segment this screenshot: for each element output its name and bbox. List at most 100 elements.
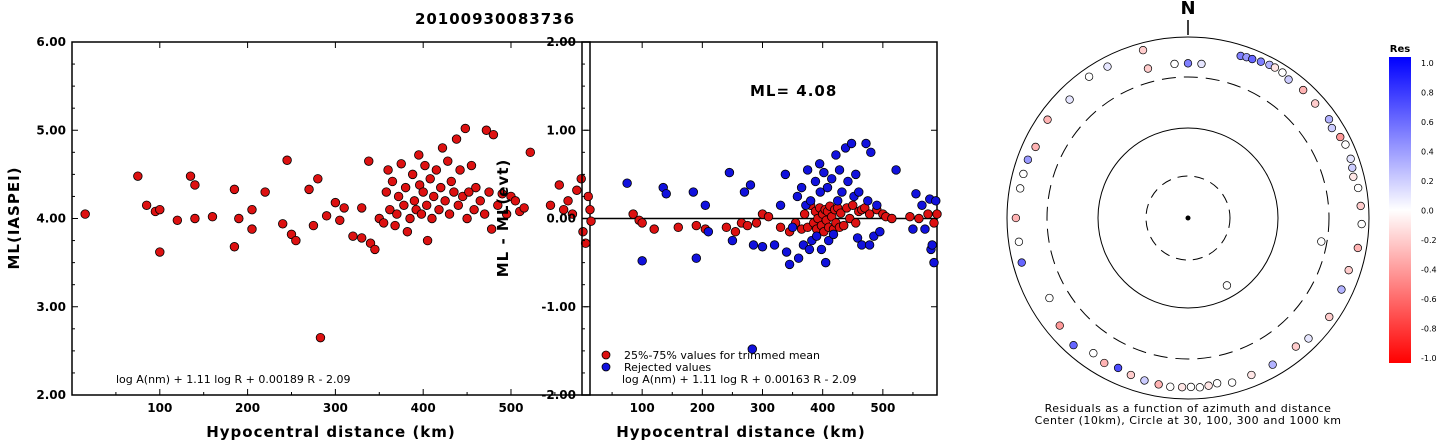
panel1-point <box>486 224 497 234</box>
panel2-rejected-point <box>929 257 939 268</box>
panel1-point <box>304 184 314 195</box>
ring-300km <box>1046 76 1330 360</box>
panel1-point <box>392 209 402 219</box>
polar-point <box>1336 132 1345 142</box>
panel1-point <box>155 247 165 257</box>
panel1-ytick-label: 3.00 <box>36 300 66 314</box>
panel2-ytick-label: 0.00 <box>546 212 576 226</box>
panel2-rejected-point <box>823 235 834 246</box>
panel1-point <box>190 213 200 224</box>
polar-point <box>1212 379 1222 388</box>
panel2-rejected-point <box>700 200 711 210</box>
panel1-point <box>416 209 427 219</box>
panel1-ytick-label: 6.00 <box>36 35 66 49</box>
panel2-rejected-point <box>861 138 871 149</box>
panel2-y-label: ML - ML(evt) <box>494 159 512 277</box>
panel1-point <box>449 187 459 197</box>
panel1-point <box>390 220 400 231</box>
panel2-rejected-point <box>872 200 882 210</box>
ring-outer <box>1006 36 1370 400</box>
panel2-rejected-point <box>792 191 803 202</box>
panel2-rejected-point <box>622 178 632 188</box>
polar-point <box>1016 184 1025 193</box>
panel2-xtick-label: 300 <box>750 401 775 415</box>
panel1-point <box>471 182 481 193</box>
colorbar-tick-label: 0.0 <box>1421 207 1434 216</box>
panel2-xtick-label: 200 <box>690 401 715 415</box>
polar-point <box>1284 75 1293 84</box>
panel2-rejected-point <box>775 200 786 210</box>
panel1-point <box>425 174 435 184</box>
polar-point <box>1348 163 1357 172</box>
panel1-point <box>427 213 437 224</box>
panel1-point <box>348 231 358 241</box>
colorbar-title: Res <box>1390 44 1410 55</box>
panel2-x-label: Hypocentral distance (km) <box>616 423 866 441</box>
panel1-point <box>440 196 450 206</box>
panel1-point <box>558 204 569 215</box>
polar-point <box>1222 281 1232 290</box>
panel2-rejected-point <box>747 344 757 354</box>
panel2-rejected-point <box>724 167 735 178</box>
panel1-point <box>387 176 398 187</box>
north-label: N <box>1180 0 1195 19</box>
panel1-point <box>497 189 507 199</box>
panel2-trimmed-point <box>637 218 647 228</box>
polar-point <box>1126 370 1136 380</box>
panel2-rejected-point <box>815 187 825 197</box>
panel2-rejected-point <box>727 235 738 246</box>
panel2-trimmed-point <box>763 212 774 222</box>
panel2-xtick-label: 400 <box>810 401 835 415</box>
polar-point <box>1014 237 1024 246</box>
ring-100km <box>1097 127 1279 309</box>
panel1-point <box>525 147 535 158</box>
panel2-xtick-label: 500 <box>870 401 895 415</box>
panel1-point <box>443 156 453 166</box>
polar-point <box>1291 342 1301 351</box>
panel2-xtick-label: 100 <box>630 401 655 415</box>
panel2-rejected-point <box>820 257 831 268</box>
polar-caption-line2: Center (10km), Circle at 30, 100, 300 an… <box>1035 414 1342 427</box>
panel2-x-axis: 100 200 300 400 500 <box>611 42 914 415</box>
panel1-point <box>488 129 499 140</box>
panel1-point <box>409 196 420 206</box>
panel1-point <box>545 200 556 210</box>
panel2-rejected-point <box>688 187 699 197</box>
polar-point <box>1356 201 1365 211</box>
panel1-point <box>308 220 319 231</box>
panel1-xtick-label: 400 <box>411 401 436 415</box>
panel1-point <box>335 215 345 225</box>
panel1-point <box>260 187 270 197</box>
polar-point <box>1084 72 1094 81</box>
polar-point <box>1143 64 1153 73</box>
panel2-trimmed-point <box>864 209 875 219</box>
panel1-point <box>321 211 332 221</box>
panel1-point <box>585 204 595 215</box>
panel2-rejected-point <box>931 196 941 206</box>
chart-title: 20100930083736 <box>415 10 575 28</box>
panel1-point <box>155 204 165 215</box>
panel1-point <box>434 204 444 215</box>
panel2-ytick-label: -2.00 <box>541 388 576 402</box>
panel2-rejected-point <box>757 242 768 252</box>
panel1-ytick-label: 4.00 <box>36 212 66 226</box>
panel2-rejected-point <box>920 224 930 234</box>
panel2-trimmed-point <box>799 209 810 219</box>
panel2-rejected-point <box>831 150 841 160</box>
panel2-rejected-point <box>814 159 825 169</box>
panel1-ytick-label: 2.00 <box>36 388 66 402</box>
polar-point <box>1268 360 1277 369</box>
panel2-rejected-point <box>828 229 839 240</box>
panel2-rejected-point <box>796 182 807 193</box>
panel1-point <box>141 200 152 210</box>
panel2-rejected-point <box>834 165 845 175</box>
colorbar-tick-label: -0.8 <box>1421 325 1437 334</box>
polar-point <box>1270 63 1280 72</box>
panel1-point <box>563 196 573 206</box>
panel2-rejected-point <box>661 189 671 199</box>
panel1-point <box>554 180 564 190</box>
panel2-rejected-point <box>810 176 821 187</box>
panel1-point <box>462 213 472 224</box>
panel2-trimmed-point <box>775 222 786 233</box>
polar-point <box>1344 266 1353 275</box>
